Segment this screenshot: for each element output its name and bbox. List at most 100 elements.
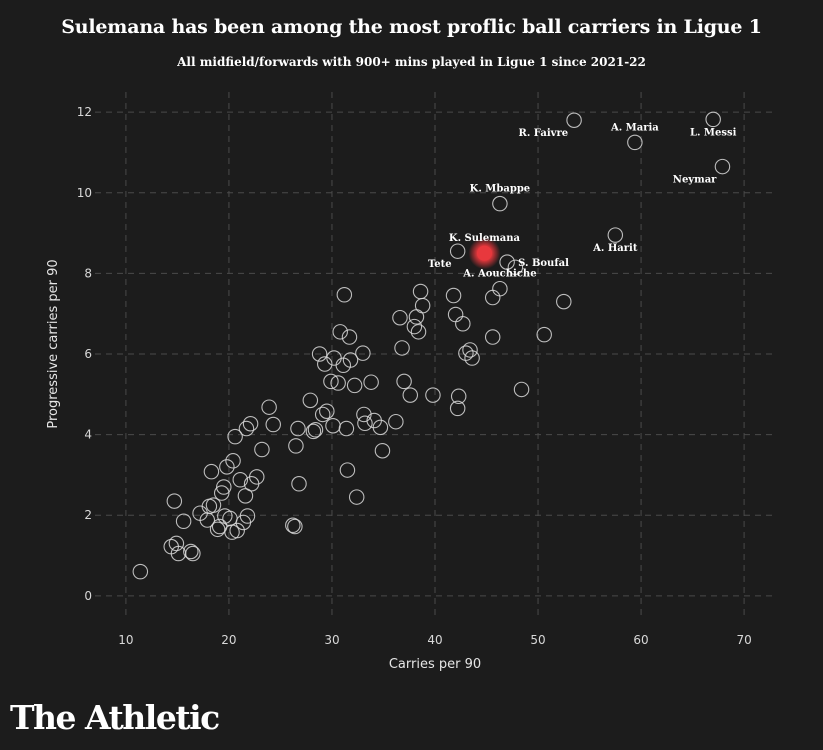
data-point xyxy=(291,476,307,492)
data-point xyxy=(357,415,373,432)
data-point xyxy=(388,413,404,430)
data-point xyxy=(209,521,226,538)
point-label: K. Mbappe xyxy=(470,184,531,195)
data-point xyxy=(556,293,572,310)
data-point xyxy=(492,280,508,297)
data-point xyxy=(607,227,624,243)
chart-subtitle: All midfield/forwards with 900+ mins pla… xyxy=(177,55,646,69)
data-point xyxy=(319,403,335,419)
point-label: R. Faivre xyxy=(519,128,569,139)
point-label: A. Harit xyxy=(592,243,638,254)
data-point xyxy=(450,388,467,405)
data-point xyxy=(311,346,328,362)
data-point xyxy=(317,356,333,372)
data-point xyxy=(166,493,183,509)
data-point xyxy=(314,406,331,423)
y-tick-label: 10 xyxy=(77,186,92,200)
data-point xyxy=(346,377,363,394)
data-point xyxy=(464,350,480,366)
data-point xyxy=(242,415,259,432)
data-point xyxy=(265,416,281,433)
data-point xyxy=(305,423,322,440)
data-point xyxy=(332,324,348,340)
data-point xyxy=(455,316,471,332)
data-point xyxy=(374,442,391,459)
data-point xyxy=(714,158,731,175)
data-point xyxy=(290,420,306,437)
data-point xyxy=(185,545,201,562)
axis-ticks: 10 20 30 40 50 60 70 0 2 4 6 8 10 12 xyxy=(77,105,752,647)
data-point xyxy=(372,419,389,436)
data-point xyxy=(447,306,464,323)
data-point xyxy=(341,329,358,345)
data-point xyxy=(238,420,255,437)
data-point xyxy=(449,400,466,417)
y-tick-label: 0 xyxy=(84,589,92,603)
y-axis-title: Progressive carries per 90 xyxy=(46,259,61,428)
y-tick-label: 8 xyxy=(84,266,92,280)
data-point xyxy=(412,283,429,300)
highlight-dot xyxy=(476,245,492,261)
data-point xyxy=(627,134,643,151)
data-point xyxy=(237,488,254,504)
grid-lines xyxy=(95,92,775,620)
data-point xyxy=(219,459,235,475)
data-point xyxy=(239,508,256,524)
x-tick-label: 40 xyxy=(427,633,442,647)
data-point xyxy=(229,522,245,539)
y-tick-label: 6 xyxy=(84,347,92,361)
point-label: K. Sulemana xyxy=(449,233,521,244)
data-point xyxy=(425,387,441,403)
data-point xyxy=(484,289,501,306)
y-tick-label: 4 xyxy=(84,428,92,442)
data-point xyxy=(410,324,427,340)
x-tick-label: 70 xyxy=(736,633,751,647)
data-point xyxy=(408,309,425,325)
point-label: L. Messi xyxy=(690,127,737,138)
the-athletic-logo: The Athletic xyxy=(10,698,220,737)
data-point xyxy=(445,287,462,304)
x-tick-label: 10 xyxy=(118,633,133,647)
data-point xyxy=(203,463,220,480)
data-point xyxy=(406,318,423,335)
data-point xyxy=(205,497,222,513)
data-point xyxy=(168,535,185,552)
data-point xyxy=(261,399,277,415)
point-label: A. Aouchiche xyxy=(462,269,536,280)
data-point xyxy=(183,543,199,560)
data-point xyxy=(336,286,353,303)
data-point xyxy=(325,417,341,434)
data-point xyxy=(330,375,346,391)
scatter-chart: 10 20 30 40 50 60 70 0 2 4 6 8 10 12 R. Faivre A. Mari… xyxy=(46,92,775,672)
x-tick-label: 20 xyxy=(221,633,236,647)
data-point xyxy=(339,462,356,478)
data-point xyxy=(396,373,412,390)
data-point xyxy=(462,342,478,358)
data-point xyxy=(484,329,501,345)
data-point xyxy=(392,309,408,326)
data-point xyxy=(513,381,530,398)
x-tick-label: 30 xyxy=(324,633,339,647)
point-label: Tete xyxy=(428,259,452,270)
data-point xyxy=(288,438,304,454)
y-tick-label: 12 xyxy=(77,105,92,119)
data-point xyxy=(348,489,365,505)
data-point xyxy=(132,563,149,580)
highlight-point xyxy=(468,237,501,270)
data-point xyxy=(213,485,230,501)
data-point xyxy=(216,479,232,495)
point-label: Neymar xyxy=(673,175,717,186)
data-point xyxy=(394,340,410,356)
data-point xyxy=(225,453,241,469)
data-point xyxy=(414,297,431,314)
data-point xyxy=(232,471,249,488)
data-point xyxy=(323,373,339,390)
data-point xyxy=(249,469,265,485)
data-point xyxy=(342,352,359,368)
y-tick-label: 2 xyxy=(84,508,92,522)
data-point xyxy=(302,392,319,409)
data-point xyxy=(705,111,721,128)
data-point xyxy=(287,518,303,535)
data-points xyxy=(132,111,731,580)
data-point xyxy=(449,243,466,259)
